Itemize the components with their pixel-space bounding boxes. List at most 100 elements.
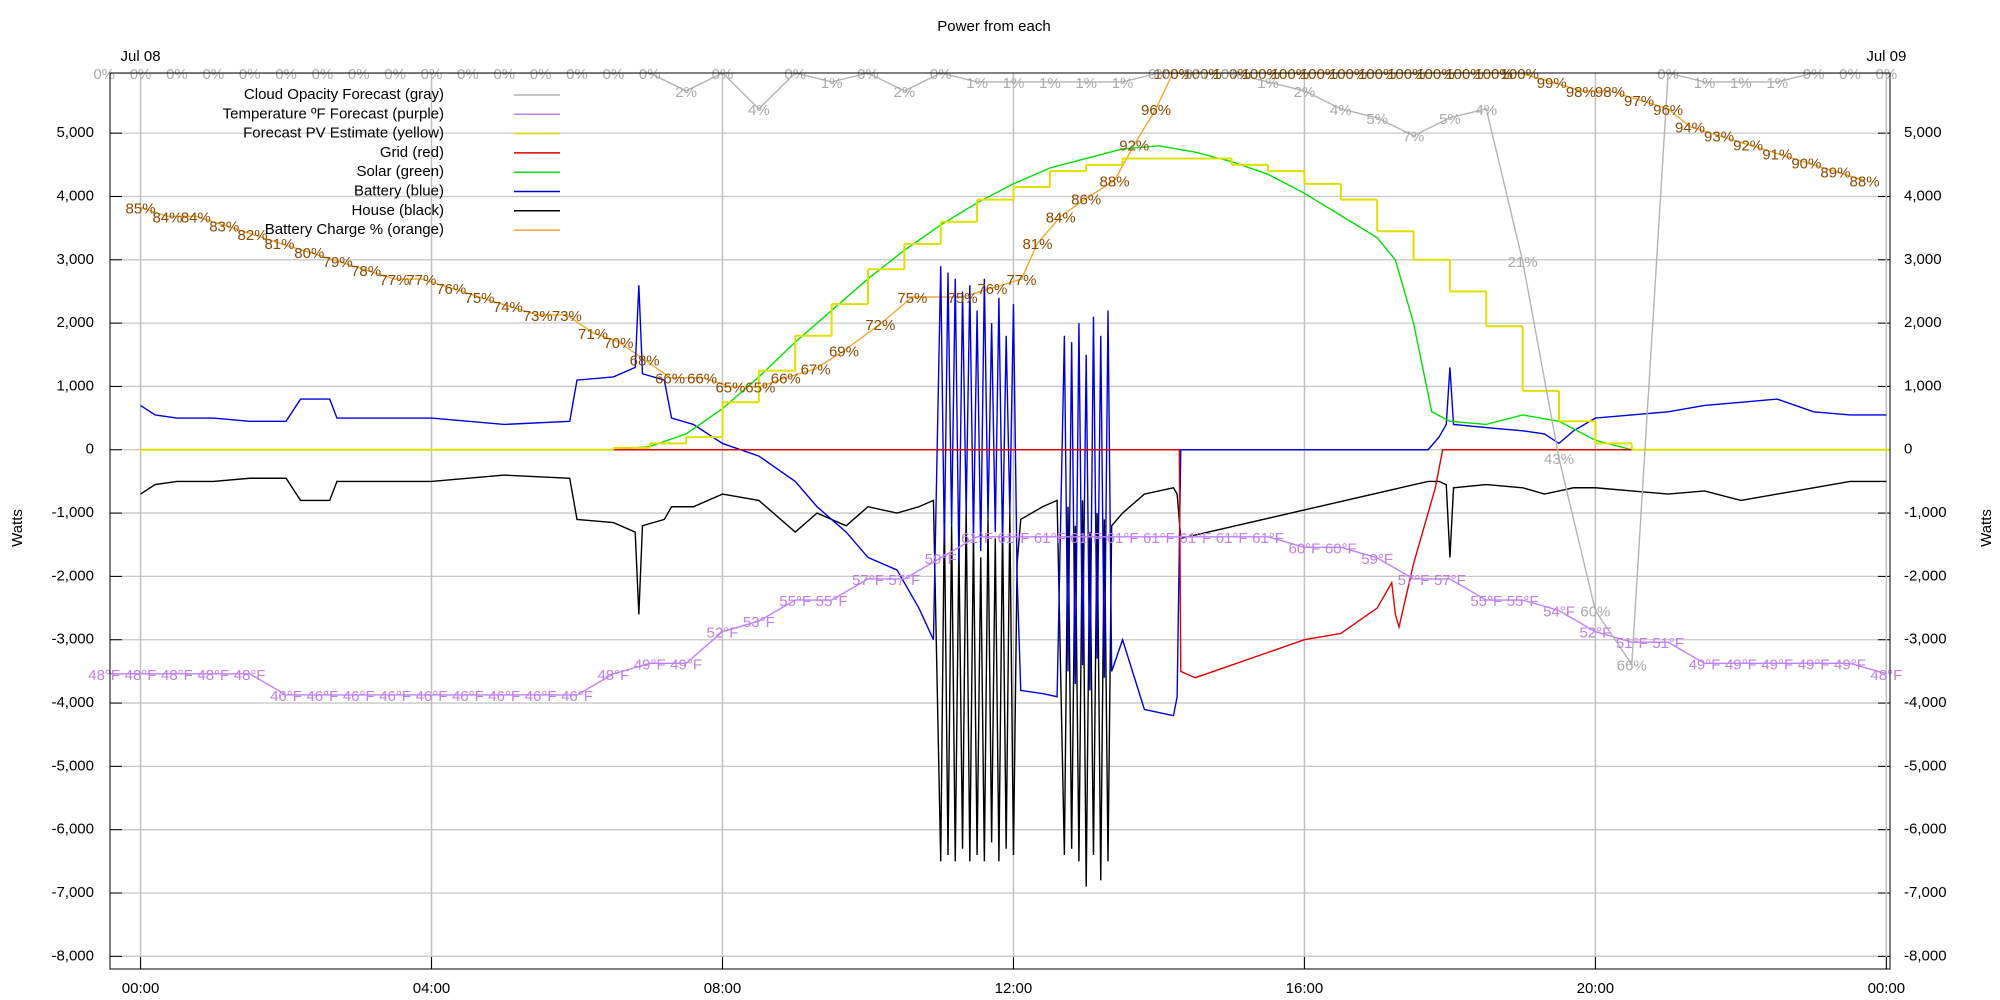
legend-label: Battery Charge % (orange) [265,221,444,238]
data-label: 100% [1358,66,1396,83]
y-tick-label: -3,000 [51,631,94,648]
x-tick-label: 12:00 [995,980,1033,997]
data-label: 2% [675,84,697,101]
data-label: 48°F [197,667,229,684]
data-label: 48°F [161,667,193,684]
data-label: 1% [1112,75,1134,92]
y2-tick-label: 0 [1904,441,1912,458]
series-line [140,449,1887,679]
data-label: 49°F [670,656,702,673]
legend-label: Grid (red) [380,144,444,161]
x-tick-label: 16:00 [1286,980,1324,997]
y2-tick-label: 5,000 [1904,124,1942,141]
data-label: 100% [1387,66,1425,83]
data-label: 57°F [888,572,920,589]
data-label: 5% [1366,111,1388,128]
data-label: 61°F [961,530,993,547]
data-label: 0% [930,66,952,83]
date-label: Jul 09 [1866,48,1906,65]
data-label: 48°F [125,667,157,684]
data-label: 4% [748,102,770,119]
data-label: 1% [1766,75,1788,92]
data-label: 92% [1733,138,1763,155]
data-label: 93% [1704,129,1734,146]
data-label: 73% [523,308,553,325]
data-label: 100% [1271,66,1309,83]
data-label: 100% [1183,66,1221,83]
plot-area [110,73,1890,887]
data-label: 0% [857,66,879,83]
y2-tick-label: 1,000 [1904,377,1942,394]
data-label: 84% [152,209,182,226]
data-label: 0% [530,66,552,83]
y2-tick-label: 2,000 [1904,314,1942,331]
x-tick-label: 08:00 [704,980,742,997]
data-label: 60% [1580,604,1610,621]
data-label: 48°F [234,667,266,684]
x-tick-label: 00:00 [122,980,160,997]
y2-tick-label: 3,000 [1904,251,1942,268]
data-label: 61°F [1216,530,1248,547]
data-label: 80% [294,245,324,262]
data-label: 53°F [743,614,775,631]
data-label: 48°F [597,667,629,684]
data-label: 55°F [779,593,811,610]
data-label: 100% [1474,66,1512,83]
data-label: 2% [1294,84,1316,101]
data-label: 100% [1501,66,1539,83]
data-label: 0% [1184,66,1206,83]
data-label: 90% [1791,156,1821,173]
data-label: 0% [275,66,297,83]
series-line [110,73,1887,667]
data-label: 99% [1537,75,1567,92]
data-label: 73% [552,308,582,325]
y-tick-label: 2,000 [56,314,94,331]
y-tick-label: 3,000 [56,251,94,268]
data-label: 92% [1119,138,1149,155]
data-label: 46°F [270,688,302,705]
data-label: 81% [1022,236,1052,253]
data-label: 85% [126,200,156,217]
y-tick-label: -1,000 [51,504,94,521]
data-label: 52°F [707,625,739,642]
y2-tick-label: -7,000 [1904,884,1947,901]
data-label: 43% [1544,451,1574,468]
series-line [140,474,1887,887]
data-label: 46°F [452,688,484,705]
data-label: 100% [1212,66,1250,83]
data-label: 61°F [1107,530,1139,547]
series-line [110,536,1887,696]
y-tick-label: 0 [86,441,94,458]
data-label: 57°F [1434,572,1466,589]
y-tick-label: -5,000 [51,757,94,774]
data-label: 0% [348,66,370,83]
data-label: 59°F [925,551,957,568]
data-label: 55°F [1470,593,1502,610]
data-label: 0% [603,66,625,83]
data-label: 65% [715,380,745,397]
data-label: 88% [1850,173,1880,190]
data-label: 54°F [1543,604,1575,621]
data-label: 48°F [1870,667,1902,684]
legend-label: House (black) [351,202,444,219]
data-label: 84% [181,209,211,226]
y-tick-label: -2,000 [51,567,94,584]
y-tick-label: -4,000 [51,694,94,711]
data-label: 72% [865,317,895,334]
data-label: 59°F [1361,551,1393,568]
data-label: 66% [655,371,685,388]
date-label: Jul 08 [121,48,161,65]
data-label: 61°F [1034,530,1066,547]
data-label: 55°F [1507,593,1539,610]
data-label: 100% [1300,66,1338,83]
data-label: 67% [801,362,831,379]
data-label: 68% [630,353,660,370]
x-tick-label: 00:00 [1868,980,1906,997]
data-label: 81% [264,236,294,253]
data-label: 0% [712,66,734,83]
data-label: 61°F [1070,530,1102,547]
data-label: 1% [821,75,843,92]
data-label: 77% [406,272,436,289]
